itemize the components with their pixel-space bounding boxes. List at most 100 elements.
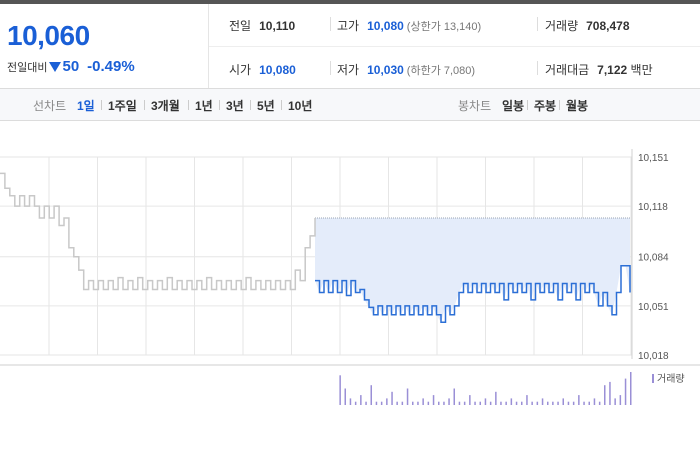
volume-bar [453,388,455,405]
volume-bar [349,398,352,405]
y-tick-label: 10,084 [638,253,669,264]
divider [330,61,331,75]
volume-bar [515,401,518,405]
period-10y[interactable]: 10년 [288,99,313,113]
volume-bar [391,391,393,405]
candle-weekly[interactable]: 주봉 [534,99,557,113]
candle-chart-label: 봉차트 [458,99,492,113]
divider [330,17,331,31]
divider [219,100,220,110]
diff-amount: 50 [62,58,80,75]
volume-bar [484,398,487,405]
volume-bar [614,398,616,405]
y-tick-label: 10,018 [638,351,669,362]
volume-bar [552,401,554,405]
volume-bar [489,401,492,405]
volume-bar [375,401,378,405]
volume-bar [547,401,549,405]
volume-bar [598,401,601,405]
stats-divider [209,46,700,47]
current-price: 10,060 [7,20,90,51]
volume-bar [495,391,497,405]
series-line-today [315,264,631,323]
volume-bar [354,401,357,405]
divider [559,100,560,110]
volume-bar [474,401,476,405]
volume-bar [370,385,372,405]
candle-daily[interactable]: 일봉 [502,99,525,113]
period-1y[interactable]: 1년 [195,99,213,113]
volume-bar [572,401,575,405]
volume-bar [344,388,346,405]
diff-label: 전일대비 [7,62,48,74]
volume-bar [365,401,367,405]
volume-bar [360,395,362,405]
stat-open: 시가 10,080 [229,63,296,77]
period-1d[interactable]: 1일 [77,99,95,113]
volume-bar [412,401,414,405]
volume-bar [386,398,388,405]
volume-bar [396,401,398,405]
chart-toolbar: 선차트 1일 1주일 3개월 1년 3년 5년 10년 봉차트 일봉 주봉 월봉 [0,88,700,121]
volume-bar [593,398,596,405]
divider [188,100,189,110]
divider [281,100,282,110]
volume-bar [521,401,523,405]
volume-bar [401,401,404,405]
volume-bar [609,381,611,405]
period-1w[interactable]: 1주일 [108,99,137,113]
period-5y[interactable]: 5년 [257,99,275,113]
volume-bar [578,395,580,405]
top-border [0,0,700,4]
line-chart-label: 선차트 [33,99,67,113]
stat-high: 고가 10,080 (상한가 13,140) [337,19,482,33]
candle-monthly[interactable]: 월봉 [566,99,589,113]
stat-volume: 거래량 708,478 [545,19,630,33]
below-reference-area [315,218,630,323]
volume-bar [458,401,461,405]
diff-rate: -0.49% [87,58,135,75]
y-tick-label: 10,118 [638,202,668,213]
divider [537,61,538,75]
volume-bar [536,401,539,405]
volume-bar [624,378,627,405]
volume-bar [583,401,585,405]
volume-bar [479,401,481,405]
down-triangle-icon [49,62,62,72]
current-price-panel: 10,060 전일대비 50 -0.49% [0,4,209,88]
price-change: 전일대비 50 -0.49% [7,58,135,75]
volume-label: 거래량 [657,373,685,385]
volume-bar [469,395,471,405]
volume-bar [557,401,559,405]
volume-bar [500,401,502,405]
volume-bar [443,401,445,405]
divider [250,100,251,110]
price-chart: 10,151 10,118 10,084 10,051 10,018 거래량 [0,149,700,405]
stat-amount: 거래대금 7,122 백만 [545,63,653,77]
volume-bar [567,401,570,405]
volume-bar [432,395,435,405]
divider [537,17,538,31]
volume-bar [438,401,440,405]
volume-bar [619,395,622,405]
stat-prev-close: 전일 10,110 [229,19,296,33]
y-tick-label: 10,151 [638,153,669,164]
volume-bar [427,401,430,405]
period-3m[interactable]: 3개월 [151,99,180,113]
volume-bar [339,375,341,405]
volume-bar [541,398,544,405]
volume-bar [505,401,507,405]
volume-bar [510,398,513,405]
volume-bar [448,398,450,405]
volume-bar [526,395,528,405]
volume-legend-marker [652,374,654,383]
volume-bar [422,398,424,405]
price-stats: 전일 10,110 고가 10,080 (상한가 13,140) 거래량 708,478… [209,4,700,88]
volume-bar [604,385,606,405]
stat-low: 저가 10,030 (하한가 7,080) [337,63,476,77]
volume-bar [588,401,590,405]
divider [101,100,102,110]
volume-bar [406,388,409,405]
divider [144,100,145,110]
period-3y[interactable]: 3년 [226,99,244,113]
